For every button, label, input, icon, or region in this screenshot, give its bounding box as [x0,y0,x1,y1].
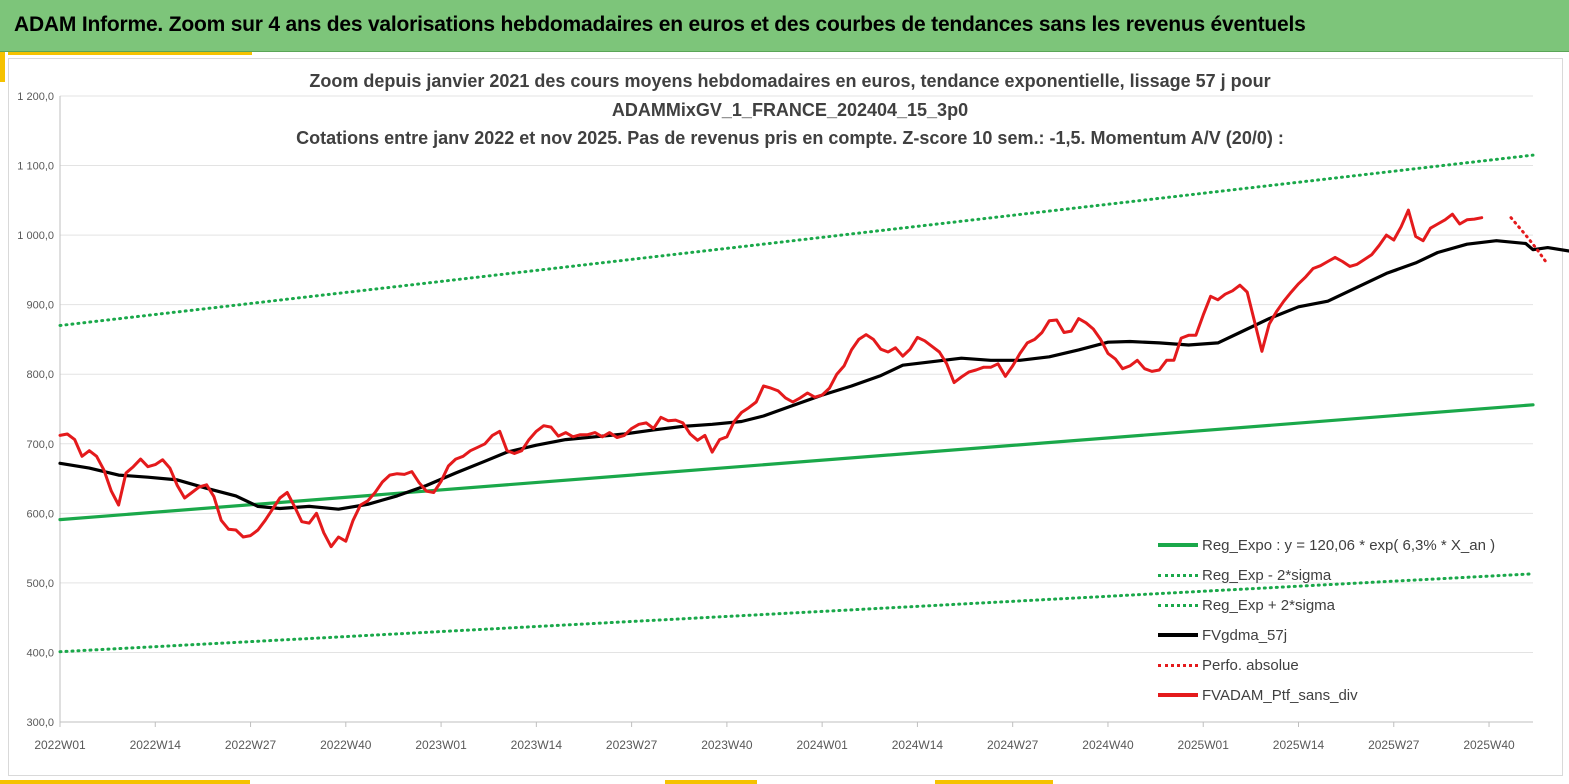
legend-item-fvadam: FVADAM_Ptf_sans_div [1158,684,1358,706]
legend-swatch-fvgdma [1158,633,1198,637]
series-line-solid-black [58,239,1569,511]
x-tick-label: 2022W40 [320,738,372,752]
x-tick-label: 2025W27 [1368,738,1420,752]
report-header: ADAM Informe. Zoom sur 4 ans des valoris… [0,0,1569,52]
x-tick-label: 2023W14 [511,738,563,752]
y-tick-label: 400,0 [26,647,54,659]
x-tick-label: 2023W27 [606,738,658,752]
x-tick-label: 2022W27 [225,738,277,752]
accent-bar-left [0,52,5,82]
legend-item-reg-exp-minus: Reg_Exp - 2*sigma [1158,564,1331,586]
x-tick-label: 2022W01 [34,738,86,752]
y-tick-label: 1 200,0 [17,91,54,103]
chart-title-line-3: Cotations entre janv 2022 et nov 2025. P… [296,128,1284,148]
series-line-dotted-green [58,153,1535,327]
chart-title-line-2: ADAMMixGV_1_FRANCE_202404_15_3p0 [611,100,969,120]
x-tick-label: 2024W14 [892,738,944,752]
y-tick-label: 600,0 [26,508,54,520]
legend-item-reg-exp-plus: Reg_Exp + 2*sigma [1158,594,1335,616]
accent-bar-bottom-left [0,780,250,784]
x-tick-label: 2024W01 [796,738,848,752]
legend-label-perfo-absolue: Perfo. absolue [1202,656,1299,674]
x-tick-label: 2024W40 [1082,738,1134,752]
legend-label-fvgdma: FVgdma_57j [1202,626,1288,644]
legend-swatch-reg-expo [1158,543,1198,547]
legend-label-reg-exp-plus: Reg_Exp + 2*sigma [1202,596,1335,614]
y-tick-label: 1 100,0 [17,161,54,173]
legend-label-reg-exp-minus: Reg_Exp - 2*sigma [1202,566,1332,584]
accent-bar-top-left [8,52,252,55]
report-title: ADAM Informe. Zoom sur 4 ans des valoris… [14,13,1306,36]
x-tick-label: 2025W40 [1463,738,1515,752]
x-tick-label: 2022W14 [130,738,182,752]
legend-swatch-perfo-absolue [1158,663,1198,667]
legend-item-fvgdma: FVgdma_57j [1158,624,1287,646]
x-tick-label: 2023W40 [701,738,753,752]
series-line-dotted-green [58,572,1535,654]
x-tick-label: 2024W27 [987,738,1039,752]
x-tick-label: 2025W14 [1273,738,1325,752]
y-tick-label: 900,0 [26,300,54,312]
series-line-solid-green [58,403,1535,522]
legend-label-fvadam: FVADAM_Ptf_sans_div [1202,686,1358,704]
y-tick-label: 1 000,0 [17,230,54,242]
chart-title-line-1: Zoom depuis janvier 2021 des cours moyen… [309,71,1271,91]
x-tick-label: 2023W01 [415,738,467,752]
y-tick-label: 300,0 [26,717,54,729]
accent-bar-bottom-right [935,780,1053,784]
legend-swatch-reg-exp-plus [1158,603,1198,607]
series-line-dotted-red [1509,216,1550,266]
series-line-solid-red [58,208,1484,549]
legend-swatch-fvadam [1158,693,1198,697]
x-tick-label: 2025W01 [1178,738,1230,752]
y-tick-label: 700,0 [26,439,54,451]
legend-swatch-reg-exp-minus [1158,573,1198,577]
y-tick-label: 500,0 [26,578,54,590]
legend-item-reg-expo: Reg_Expo : y = 120,06 * exp( 6,3% * X_an… [1158,534,1495,556]
chart-frame [8,58,1563,776]
accent-bar-bottom-mid [665,780,757,784]
legend-label-reg-expo: Reg_Expo : y = 120,06 * exp( 6,3% * X_an… [1202,536,1496,554]
y-tick-label: 800,0 [26,369,54,381]
legend-item-perfo-absolue: Perfo. absolue [1158,654,1299,676]
